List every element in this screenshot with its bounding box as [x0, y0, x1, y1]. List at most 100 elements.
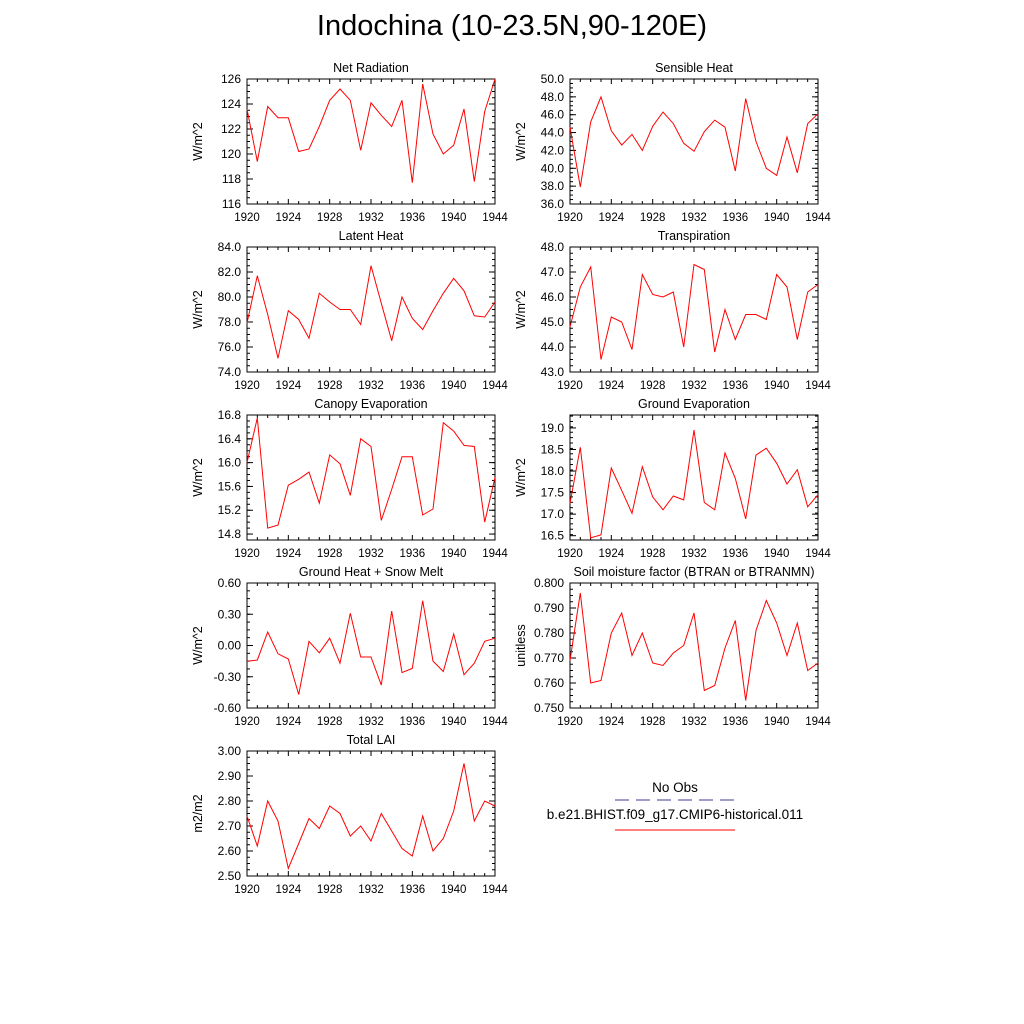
y-axis-label: W/m^2: [514, 458, 528, 497]
series-line: [246, 265, 496, 359]
y-tick-label: 2.70: [218, 819, 242, 833]
x-tick-label: 1924: [599, 212, 625, 224]
series-line: [246, 600, 496, 695]
x-tick-label: 1944: [805, 380, 831, 392]
chart-panel: 1920 1924 1928 1932 1936 1940 1944 14.8 15.2 15.6…: [191, 397, 508, 560]
series-line: [246, 763, 496, 871]
x-tick-label: 1944: [805, 548, 831, 560]
x-tick-label: 1924: [599, 380, 625, 392]
x-tick-label: 1940: [764, 548, 790, 560]
panel-title: Sensible Heat: [655, 61, 733, 75]
x-tick-label: 1920: [557, 212, 583, 224]
x-tick-label: 1932: [681, 380, 707, 392]
y-tick-label: 50.0: [541, 72, 565, 86]
chart-panel: 1920 1924 1928 1932 1936 1940 1944 -0.60 -0.30 0.…: [191, 565, 508, 728]
panel-title: Latent Heat: [339, 229, 404, 243]
y-tick-label: 45.0: [541, 315, 565, 329]
y-tick-label: 46.0: [541, 290, 565, 304]
y-tick-label: 16.8: [218, 408, 242, 422]
x-tick-label: 1940: [441, 884, 467, 896]
x-tick-label: 1920: [557, 380, 583, 392]
y-tick-label: 116: [222, 197, 241, 211]
y-tick-label: 76.0: [218, 340, 242, 354]
y-tick-label: 124: [221, 97, 241, 111]
x-tick-label: 1932: [358, 380, 384, 392]
y-tick-label: 40.0: [541, 161, 565, 175]
x-tick-label: 1940: [764, 380, 790, 392]
y-tick-label: 17.0: [541, 507, 565, 521]
y-tick-label: -0.60: [214, 701, 242, 715]
y-axis-label: W/m^2: [514, 122, 528, 161]
chart-panel: 1920 1924 1928 1932 1936 1940 1944 74.0 76.0 78.0…: [191, 229, 508, 392]
y-tick-label: 46.0: [541, 108, 565, 122]
y-tick-label: 0.00: [218, 639, 242, 653]
chart-panel: 1920 1924 1928 1932 1936 1940 1944 16.5 17.0 17.5…: [514, 397, 831, 560]
y-tick-label: 0.800: [534, 576, 564, 590]
y-tick-label: 48.0: [541, 90, 565, 104]
y-tick-label: 80.0: [218, 290, 242, 304]
x-tick-label: 1936: [723, 548, 749, 560]
y-tick-label: 2.60: [218, 844, 242, 858]
y-axis-label: W/m^2: [514, 290, 528, 329]
x-tick-label: 1920: [557, 716, 583, 728]
x-tick-label: 1928: [317, 716, 343, 728]
x-tick-label: 1928: [640, 380, 666, 392]
plot-frame: [569, 78, 819, 205]
x-tick-label: 1936: [723, 716, 749, 728]
x-tick-label: 1932: [681, 716, 707, 728]
series-line: [569, 592, 819, 701]
chart-panel: 1920 1924 1928 1932 1936 1940 1944 2.50 2.60 2.70…: [191, 733, 508, 896]
y-tick-label: 18.0: [541, 464, 565, 478]
x-tick-label: 1924: [276, 380, 302, 392]
x-tick-label: 1924: [276, 884, 302, 896]
panel-title: Ground Heat + Snow Melt: [299, 565, 444, 579]
x-tick-label: 1936: [400, 212, 426, 224]
legend-model-label: b.e21.BHIST.f09_g17.CMIP6-historical.011: [547, 807, 803, 822]
y-tick-label: 16.0: [218, 456, 242, 470]
y-tick-label: 120: [221, 147, 241, 161]
x-tick-label: 1920: [234, 548, 260, 560]
y-tick-label: 38.0: [541, 179, 565, 193]
x-tick-label: 1924: [276, 548, 302, 560]
chart-panel: 1920 1924 1928 1932 1936 1940 1944 43.0 44.0 45.0…: [514, 229, 831, 392]
y-tick-label: 19.0: [541, 421, 565, 435]
x-tick-label: 1940: [441, 212, 467, 224]
y-tick-label: 0.790: [534, 601, 564, 615]
y-axis-label: m2/m2: [191, 794, 205, 832]
x-tick-label: 1932: [358, 884, 384, 896]
panel-title: Soil moisture factor (BTRAN or BTRANMN): [573, 565, 814, 579]
y-tick-label: 44.0: [541, 340, 565, 354]
plot-frame: [569, 582, 819, 709]
x-tick-label: 1940: [764, 212, 790, 224]
x-tick-label: 1920: [234, 716, 260, 728]
y-tick-label: 0.760: [534, 676, 564, 690]
figure-title: Indochina (10-23.5N,90-120E): [316, 10, 708, 42]
y-tick-label: 16.5: [541, 529, 565, 543]
x-tick-label: 1928: [317, 884, 343, 896]
y-tick-label: 2.90: [218, 769, 242, 783]
y-tick-label: 78.0: [218, 315, 242, 329]
y-tick-label: 0.770: [534, 651, 564, 665]
x-tick-label: 1924: [276, 716, 302, 728]
x-tick-label: 1928: [317, 548, 343, 560]
plot-frame: [246, 750, 496, 877]
x-tick-label: 1932: [358, 548, 384, 560]
legend-obs-label: No Obs: [652, 780, 698, 795]
plot-frame: [246, 582, 496, 709]
series-line: [569, 95, 819, 188]
plot-frame: [569, 414, 819, 541]
y-tick-label: 16.4: [218, 432, 242, 446]
y-tick-label: 15.2: [218, 503, 242, 517]
x-tick-label: 1920: [557, 548, 583, 560]
plot-frame: [246, 78, 496, 205]
x-tick-label: 1944: [482, 380, 508, 392]
panel-title: Total LAI: [347, 733, 396, 747]
y-tick-label: 17.5: [541, 486, 565, 500]
y-tick-label: 2.80: [218, 794, 242, 808]
y-tick-label: 0.780: [534, 626, 564, 640]
x-tick-label: 1924: [599, 716, 625, 728]
panel-title: Net Radiation: [333, 61, 409, 75]
x-tick-label: 1924: [276, 212, 302, 224]
x-tick-label: 1936: [723, 212, 749, 224]
